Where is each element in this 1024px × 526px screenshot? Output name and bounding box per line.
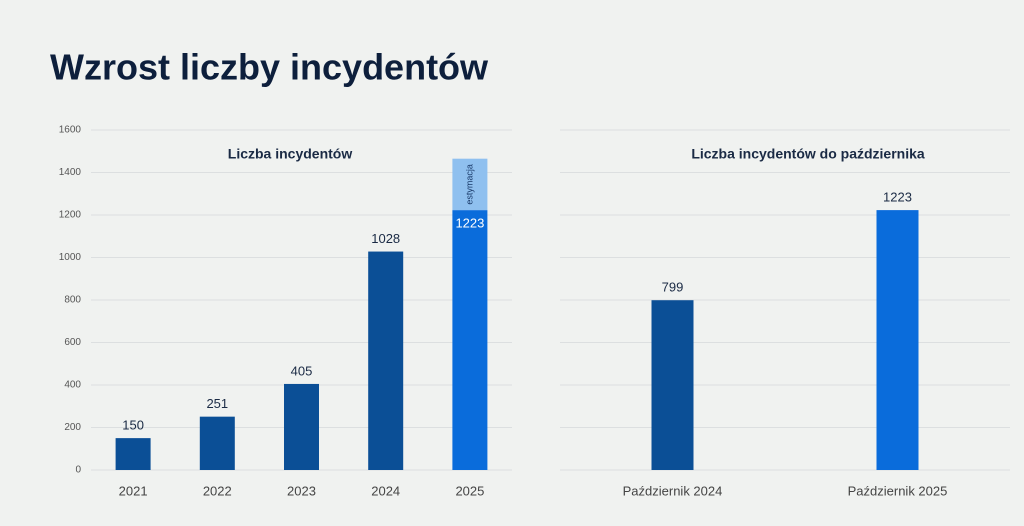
value-label: 799 bbox=[662, 280, 684, 295]
bar bbox=[651, 300, 694, 470]
bar bbox=[115, 438, 151, 470]
y-tick-label: 0 bbox=[75, 465, 81, 476]
y-tick-label: 200 bbox=[64, 422, 81, 433]
x-tick-label: Październik 2024 bbox=[623, 483, 723, 498]
y-tick-label: 800 bbox=[64, 295, 81, 306]
value-label: 251 bbox=[206, 396, 228, 411]
x-tick-label: 2024 bbox=[371, 483, 400, 498]
y-tick-label: 1600 bbox=[59, 125, 82, 136]
bar bbox=[368, 251, 404, 470]
y-tick-label: 1200 bbox=[59, 210, 82, 221]
value-label: 150 bbox=[122, 418, 144, 433]
value-label: 405 bbox=[291, 363, 313, 378]
segment-label: estymacja bbox=[464, 164, 474, 205]
x-tick-label: Październik 2025 bbox=[848, 483, 948, 498]
chart-title: Liczba incydentów do października bbox=[691, 146, 925, 162]
x-tick-label: 2023 bbox=[287, 483, 316, 498]
bar bbox=[284, 383, 319, 470]
x-tick-label: 2025 bbox=[455, 483, 484, 498]
slide-title: Wzrost liczby incydentów bbox=[50, 47, 489, 88]
x-tick-label: 2022 bbox=[203, 483, 232, 498]
y-tick-label: 600 bbox=[64, 337, 81, 348]
y-tick-label: 1400 bbox=[59, 167, 82, 178]
y-tick-label: 400 bbox=[64, 380, 81, 391]
bar bbox=[199, 416, 235, 470]
value-label: 1223 bbox=[883, 190, 912, 205]
x-tick-label: 2021 bbox=[119, 483, 148, 498]
bar bbox=[876, 210, 919, 471]
bar bbox=[452, 210, 488, 471]
y-tick-label: 1000 bbox=[59, 252, 82, 263]
chart-title: Liczba incydentów bbox=[228, 146, 353, 162]
value-label: 1223 bbox=[455, 216, 484, 231]
value-label: 1028 bbox=[371, 231, 400, 246]
bar bbox=[452, 158, 488, 211]
